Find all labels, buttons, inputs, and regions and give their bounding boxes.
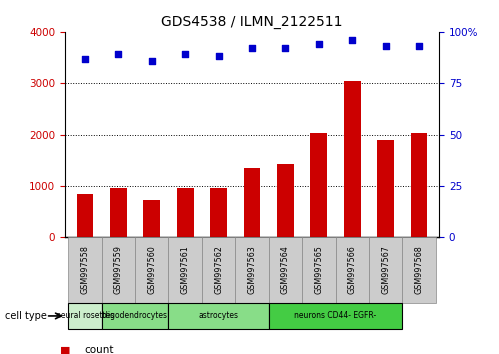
Text: GSM997558: GSM997558 bbox=[80, 245, 89, 295]
Text: cell type: cell type bbox=[5, 311, 47, 321]
Point bbox=[148, 58, 156, 63]
Point bbox=[415, 44, 423, 49]
Point bbox=[348, 37, 356, 43]
Point bbox=[382, 44, 390, 49]
Text: GSM997568: GSM997568 bbox=[415, 246, 424, 294]
Bar bbox=[377, 139, 394, 237]
Point bbox=[215, 54, 223, 59]
Text: GSM997561: GSM997561 bbox=[181, 246, 190, 294]
Text: GSM997559: GSM997559 bbox=[114, 245, 123, 295]
Title: GDS4538 / ILMN_2122511: GDS4538 / ILMN_2122511 bbox=[161, 16, 343, 29]
Bar bbox=[344, 81, 361, 237]
Point bbox=[281, 45, 289, 51]
Text: count: count bbox=[85, 346, 114, 354]
Text: neural rosettes: neural rosettes bbox=[56, 312, 114, 320]
Text: GSM997567: GSM997567 bbox=[381, 245, 390, 295]
Bar bbox=[277, 164, 294, 237]
Text: astrocytes: astrocytes bbox=[199, 312, 239, 320]
Point bbox=[248, 45, 256, 51]
Text: neurons CD44- EGFR-: neurons CD44- EGFR- bbox=[294, 312, 377, 320]
Bar bbox=[143, 200, 160, 237]
Point bbox=[81, 56, 89, 61]
Text: GSM997563: GSM997563 bbox=[248, 246, 256, 294]
Bar bbox=[210, 188, 227, 237]
Bar bbox=[244, 168, 260, 237]
Bar bbox=[177, 188, 194, 237]
Bar bbox=[411, 133, 428, 237]
Text: GSM997560: GSM997560 bbox=[147, 246, 156, 294]
Text: GSM997564: GSM997564 bbox=[281, 246, 290, 294]
Point bbox=[114, 52, 122, 57]
Text: GSM997565: GSM997565 bbox=[314, 245, 323, 295]
Bar bbox=[310, 133, 327, 237]
Text: GSM997566: GSM997566 bbox=[348, 246, 357, 294]
Point bbox=[181, 52, 189, 57]
Bar bbox=[76, 194, 93, 237]
Bar bbox=[110, 188, 127, 237]
Text: GSM997562: GSM997562 bbox=[214, 245, 223, 295]
Text: oligodendrocytes: oligodendrocytes bbox=[102, 312, 168, 320]
Point bbox=[315, 41, 323, 47]
Text: ■: ■ bbox=[60, 346, 70, 354]
